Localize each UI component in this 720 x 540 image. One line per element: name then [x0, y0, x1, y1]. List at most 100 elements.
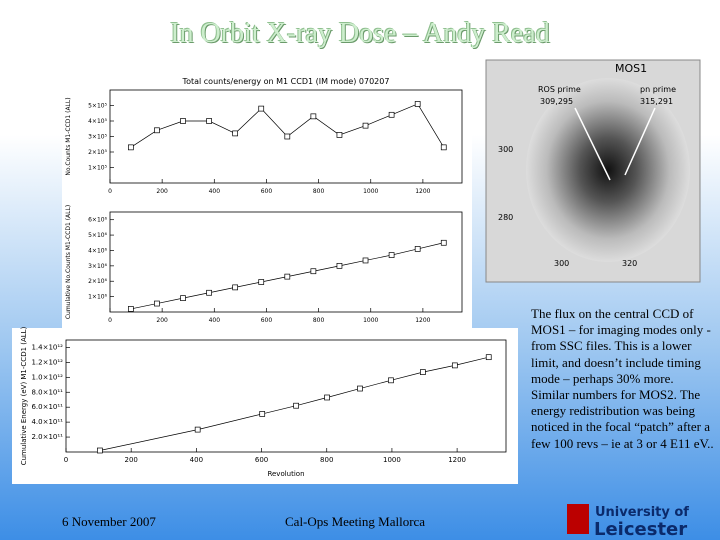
data-point [232, 130, 239, 137]
y-tick-label: 2×10⁶ [88, 278, 107, 285]
data-point [485, 354, 492, 361]
data-point [414, 246, 421, 252]
data-point [154, 127, 160, 134]
x-tick-label: 400 [209, 317, 221, 324]
data-point [336, 262, 343, 269]
y-tick-label: 1.0×10¹² [31, 373, 63, 381]
y-tick-label: 5×10⁵ [88, 103, 107, 110]
y-tick-label: 4×10⁵ [88, 118, 107, 125]
x-tick-label: 800 [320, 456, 333, 464]
image-title: MOS1 [615, 62, 647, 75]
y-axis-label: Cumulative Energy (eV) M1-CCD1 (ALL) [20, 326, 28, 465]
x-tick-label: 1000 [363, 188, 378, 195]
image-label: 315,291 [640, 97, 673, 106]
arrow [574, 107, 611, 181]
x-tick-label: 0 [64, 456, 68, 464]
data-point [258, 279, 265, 285]
data-point [357, 385, 363, 392]
mos1-image: MOS1 ROS prime 309,295 pn prime 315,291 … [485, 59, 701, 283]
x-tick-label: 0 [108, 188, 112, 195]
data-point [284, 273, 291, 280]
data-point [414, 101, 421, 107]
data-point [293, 402, 299, 409]
x-tick-label: 400 [190, 456, 203, 464]
y-tick-label: 1.4×10¹² [31, 343, 63, 351]
y-tick-label: 1.2×10¹² [31, 358, 63, 366]
chart-title: Total counts/energy on M1 CCD1 (IM mode)… [182, 77, 390, 86]
x-tick-label: 400 [209, 188, 221, 195]
x-tick-label: 1200 [415, 317, 430, 324]
body-text: The flux on the central CCD of MOS1 – fo… [531, 306, 714, 451]
image-tick: 300 [498, 145, 513, 154]
plot-panel [62, 70, 472, 328]
y-tick-label: 1×10⁵ [88, 165, 107, 172]
data-point [388, 252, 395, 258]
x-tick-label: 200 [156, 317, 168, 324]
data-point [284, 133, 291, 140]
data-point [97, 447, 103, 454]
data-point [232, 284, 239, 291]
x-tick-label: 1000 [363, 317, 378, 324]
data-point [259, 411, 266, 417]
image-tick: 320 [622, 259, 637, 268]
x-tick-label: 1200 [415, 188, 430, 195]
data-point [362, 257, 369, 264]
logo: University of Leicester [567, 504, 689, 540]
data-point [258, 105, 265, 112]
x-tick-label: 0 [108, 317, 112, 324]
image-label: 309,295 [540, 97, 573, 106]
x-tick-label: 200 [156, 188, 168, 195]
y-tick-label: 4.0×10¹¹ [31, 418, 63, 426]
y-tick-label: 1×10⁶ [88, 294, 107, 301]
slide-title: In Orbit X-ray Dose – Andy Read [170, 18, 550, 49]
logo-shield [567, 504, 589, 534]
plot-frame [65, 339, 507, 453]
data-point [324, 394, 330, 401]
data-point [388, 111, 395, 118]
plot-frame [109, 211, 463, 313]
data-point [336, 132, 343, 138]
y-axis-label: No.Counts M1-CCD1 (ALL) [65, 97, 72, 175]
plot-panel [12, 328, 518, 484]
data-point [310, 113, 317, 120]
data-line [99, 356, 489, 451]
data-point [420, 369, 426, 375]
y-tick-label: 3×10⁵ [88, 134, 107, 141]
logo-text: Leicester [594, 519, 687, 540]
image-label: pn prime [640, 85, 676, 94]
data-point [362, 122, 369, 129]
data-point [440, 144, 447, 151]
data-point [128, 306, 134, 312]
y-tick-label: 5×10⁶ [88, 232, 107, 239]
footer-meeting: Cal-Ops Meeting Mallorca [285, 514, 426, 529]
x-tick-label: 600 [255, 456, 268, 464]
x-tick-label: 800 [313, 188, 325, 195]
y-tick-label: 3×10⁶ [88, 263, 107, 270]
data-point [180, 118, 186, 124]
x-tick-label: 800 [313, 317, 325, 324]
data-point [440, 239, 447, 246]
y-tick-label: 6×10⁶ [88, 217, 107, 224]
arrow [624, 107, 656, 176]
data-point [388, 377, 394, 384]
data-point [154, 300, 160, 307]
data-point [310, 268, 317, 275]
x-axis-label: Revolution [267, 470, 304, 478]
data-point [180, 295, 186, 302]
x-tick-label: 200 [124, 456, 137, 464]
x-tick-label: 600 [261, 188, 273, 195]
image-blob [526, 78, 690, 262]
data-point [206, 289, 212, 296]
data-point [206, 118, 212, 124]
x-tick-label: 600 [261, 317, 273, 324]
image-label: ROS prime [538, 85, 581, 94]
footer-date: 6 November 2007 [62, 514, 156, 529]
x-tick-label: 1000 [383, 456, 401, 464]
logo-text: University of [595, 505, 689, 520]
y-tick-label: 2×10⁵ [88, 149, 107, 156]
x-tick-label: 1200 [448, 456, 466, 464]
data-point [451, 362, 458, 369]
y-axis-label: Cumulative No.Counts M1-CCD1 (ALL) [65, 205, 72, 319]
